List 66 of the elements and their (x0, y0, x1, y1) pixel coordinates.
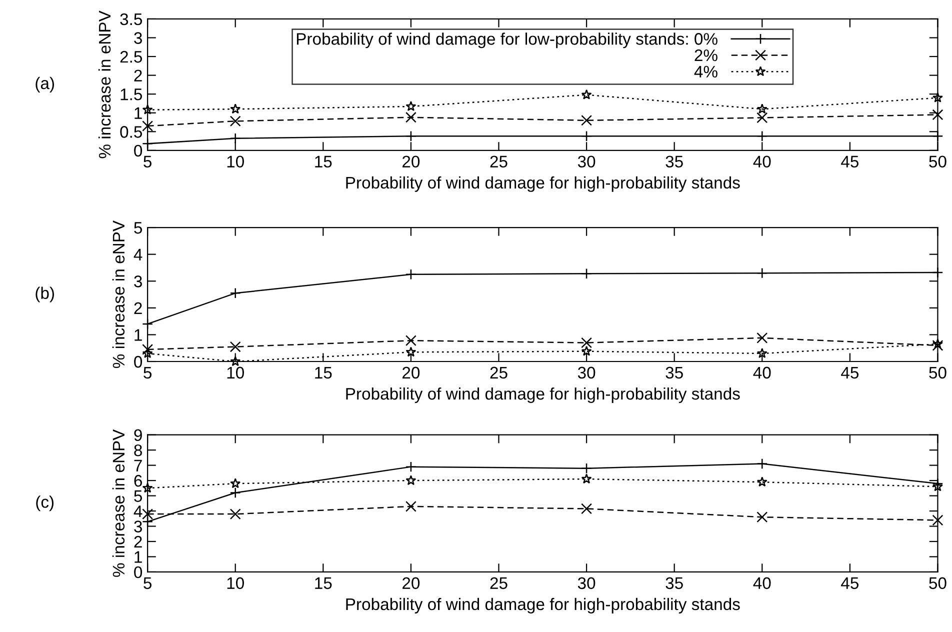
text: (b) (36, 286, 54, 302)
y-tick-label: 9 (134, 429, 142, 442)
x-tick-label: 10 (227, 366, 244, 379)
y-tick-label: 1.5 (120, 88, 142, 100)
x-tick-label: 30 (578, 366, 596, 379)
y-tick-label: 3.5 (120, 13, 142, 26)
y-tick-label: 1 (134, 329, 142, 341)
x-tick-label: 40 (753, 156, 771, 168)
text: (c) (36, 496, 54, 512)
text: (a) (36, 76, 54, 92)
x-tick-label: 45 (841, 577, 858, 590)
x-tick-label: 50 (929, 577, 946, 590)
y-tick-label: 2.5 (120, 50, 142, 63)
x-tick-label: 25 (490, 156, 508, 168)
y-tick-label: 1 (134, 551, 142, 563)
y-tick-label: 0.5 (120, 126, 142, 138)
y-axis-title: % increase in eNPV (112, 220, 125, 368)
x-tick-label: 25 (490, 366, 508, 379)
y-tick-label: 3 (134, 32, 142, 44)
y-tick-label: 3 (134, 520, 142, 532)
y-tick-label: 4 (134, 506, 142, 518)
x-tick-label: 30 (578, 577, 596, 590)
x-tick-label: 10 (227, 577, 244, 590)
x-tick-label: 20 (402, 577, 420, 590)
y-tick-label: 6 (134, 474, 142, 487)
x-tick-label: 20 (402, 156, 420, 168)
x-tick-label: 15 (315, 366, 332, 379)
legend-label: 2% (694, 49, 718, 62)
y-tick-label: 0 (134, 144, 142, 157)
x-tick-label: 45 (841, 366, 858, 379)
y-tick-label: 2 (134, 536, 142, 548)
x-axis-title: Probability of wind damage for high-probability stands (346, 387, 740, 403)
x-tick-label: 15 (315, 577, 332, 590)
y-tick-label: 5 (134, 222, 142, 234)
x-tick-label: 15 (315, 156, 332, 168)
x-tick-label: 35 (666, 156, 683, 168)
x-tick-label: 50 (929, 366, 946, 379)
y-tick-label: 5 (134, 490, 142, 502)
legend-label: Probability of wind damage for low-probability stands: 0% (296, 32, 718, 48)
x-tick-label: 35 (666, 577, 683, 590)
y-tick-label: 2 (134, 70, 142, 82)
x-tick-label: 25 (490, 577, 508, 590)
x-tick-label: 40 (753, 366, 771, 379)
x-tick-label: 50 (929, 156, 946, 168)
x-tick-label: 5 (144, 366, 152, 379)
y-tick-label: 4 (134, 248, 142, 260)
y-tick-label: 1 (134, 107, 142, 119)
x-tick-label: 40 (753, 577, 771, 590)
y-tick-label: 0 (134, 566, 142, 578)
y-tick-label: 7 (134, 460, 142, 472)
x-tick-label: 45 (841, 156, 858, 168)
y-tick-label: 2 (134, 302, 142, 314)
x-tick-label: 35 (666, 366, 683, 379)
x-tick-label: 5 (144, 577, 152, 590)
x-axis-title: Probability of wind damage for high-probability stands (346, 176, 740, 192)
y-axis-title: % increase in eNPV (112, 429, 125, 577)
x-tick-label: 10 (227, 156, 244, 168)
y-tick-label: 0 (134, 356, 142, 368)
legend-label: 4% (694, 66, 718, 78)
x-tick-label: 5 (144, 156, 152, 168)
y-tick-label: 3 (134, 276, 142, 288)
x-tick-label: 20 (402, 366, 420, 379)
y-axis-title: % increase in eNPV (98, 10, 111, 158)
x-tick-label: 30 (578, 156, 596, 168)
x-axis-title: Probability of wind damage for high-probability stands (346, 598, 740, 614)
y-tick-label: 8 (134, 444, 142, 456)
